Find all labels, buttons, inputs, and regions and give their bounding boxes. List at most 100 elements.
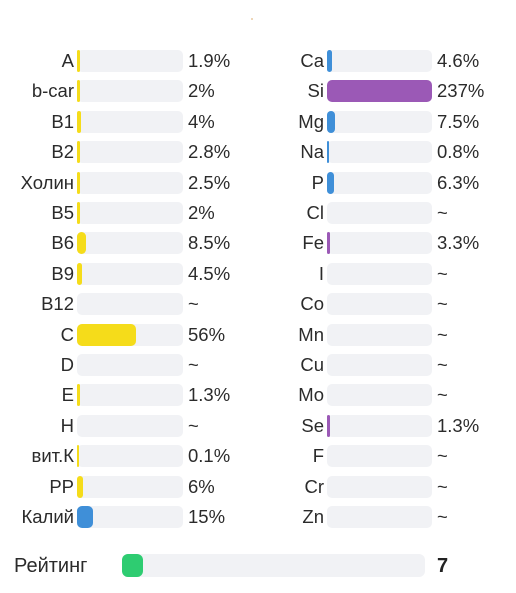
nutrient-bar-track [327, 202, 432, 224]
nutrient-value: 2% [188, 202, 215, 223]
nutrient-label: Fe [302, 232, 324, 254]
nutrient-label: Cl [306, 202, 324, 223]
nutrient-bar-track [77, 293, 183, 316]
nutrient-value: 8.5% [188, 232, 231, 254]
nutrient-row: P 6.3% [0, 171, 516, 194]
nutrient-value: ~ [437, 323, 448, 345]
nutrient-value: 7.5% [437, 110, 480, 132]
nutrient-row: B2 2.8% [0, 141, 516, 164]
nutrient-label: B1 [51, 110, 74, 132]
nutrient-row: B6 8.5% [0, 232, 516, 255]
nutrient-label: I [318, 262, 324, 284]
nutrient-value: 0.8% [437, 141, 480, 163]
nutrient-row: Mg 7.5% [0, 110, 516, 133]
nutrient-label: Cr [304, 475, 324, 497]
nutrient-bar-fill [77, 323, 137, 346]
nutrient-bar-track [77, 445, 183, 468]
nutrient-bar-fill [327, 80, 432, 103]
nutrient-bar-track [327, 171, 432, 194]
nutrient-row: B5 2% [0, 202, 516, 224]
nutrient-row: E 1.3% [0, 384, 516, 407]
nutrient-label: Mn [298, 323, 324, 345]
nutrient-value: 2.5% [188, 171, 231, 193]
nutrient-bar-track [327, 262, 432, 285]
nutrient-bar-fill [77, 475, 84, 498]
nutrient-value: 2% [188, 80, 215, 102]
nutrient-value: ~ [437, 354, 448, 375]
nutrient-bar-fill [327, 50, 332, 72]
nutrient-value: 4.6% [437, 50, 480, 71]
nutrient-value: ~ [437, 293, 448, 315]
nutrient-label: C [60, 323, 74, 345]
nutrient-bar-track [77, 141, 183, 164]
nutrient-row: Cr ~ [0, 475, 516, 498]
nutrient-bar-fill [327, 141, 329, 164]
nutrient-value: 3.3% [437, 232, 480, 254]
nutrient-bar-track [77, 475, 183, 498]
nutrient-label: Se [301, 414, 324, 436]
nutrient-row: Cu ~ [0, 354, 516, 376]
nutrient-row: Fe 3.3% [0, 232, 516, 255]
nutrient-row: Co ~ [0, 293, 516, 316]
nutrient-bar-track [327, 354, 432, 376]
nutrient-label: Zn [302, 506, 324, 527]
nutrient-value: ~ [437, 202, 448, 223]
nutrient-bar-track [327, 110, 432, 133]
nutrient-row: I ~ [0, 262, 516, 285]
nutrient-row: Mn ~ [0, 323, 516, 346]
nutrient-label: B9 [51, 262, 74, 284]
nutrient-value: 0.1% [188, 445, 231, 467]
nutrient-bar-fill [77, 384, 80, 407]
nutrient-value: ~ [437, 262, 448, 284]
nutrient-bar-track [327, 141, 432, 164]
nutrient-value: ~ [188, 414, 199, 436]
nutrient-bar-fill [77, 141, 80, 164]
nutrient-bar-track [77, 171, 183, 194]
nutrient-label: F [312, 445, 324, 467]
nutrient-bar-fill [77, 50, 80, 72]
nutrient-bar-track [327, 475, 432, 498]
nutrient-value: 56% [188, 323, 226, 345]
rating-value: 7 [437, 555, 449, 577]
nutrient-value: ~ [437, 475, 448, 497]
decorative-dot [251, 18, 253, 20]
nutrient-bar-track [77, 262, 183, 285]
nutrient-row: H ~ [0, 414, 516, 437]
nutrient-label: B6 [51, 232, 74, 254]
nutrient-bar-track [77, 232, 183, 255]
nutrient-row: Калий 15% [0, 506, 516, 528]
nutrient-bar-track [77, 323, 183, 346]
nutrient-label: B5 [51, 202, 74, 223]
nutrient-value: 237% [437, 80, 485, 102]
nutrient-label: Ca [300, 50, 324, 71]
nutrient-row: Ca 4.6% [0, 50, 516, 72]
nutrient-row: C 56% [0, 323, 516, 346]
nutrient-value: 15% [188, 506, 226, 527]
nutrient-label: E [61, 384, 74, 406]
nutrient-value: ~ [437, 384, 448, 406]
nutrient-row: F ~ [0, 445, 516, 468]
nutrient-label: H [60, 414, 74, 436]
nutrient-bar-track [77, 354, 183, 376]
nutrient-bar-fill [77, 262, 82, 285]
rating-bar-track [122, 554, 425, 577]
nutrient-bar-track [327, 50, 432, 72]
nutrient-label: Холин [20, 171, 74, 193]
nutrient-value: ~ [188, 354, 199, 375]
nutrient-bar-track [77, 110, 183, 133]
nutrient-bar-track [327, 293, 432, 316]
nutrient-bar-track [327, 384, 432, 407]
nutrient-row: Zn ~ [0, 506, 516, 528]
nutrient-row: Холин 2.5% [0, 171, 516, 194]
nutrient-label: B2 [51, 141, 74, 163]
nutrient-bar-track [77, 414, 183, 437]
nutrient-row: Cl ~ [0, 202, 516, 224]
nutrient-bar-track [77, 80, 183, 103]
nutrient-row: PP 6% [0, 475, 516, 498]
nutrient-bar-track [77, 506, 183, 528]
nutrient-row: Se 1.3% [0, 414, 516, 437]
nutrient-value: ~ [437, 445, 448, 467]
nutrient-label: Mg [298, 110, 324, 132]
nutrient-value: 6% [188, 475, 215, 497]
rating-label: Рейтинг [14, 555, 88, 577]
